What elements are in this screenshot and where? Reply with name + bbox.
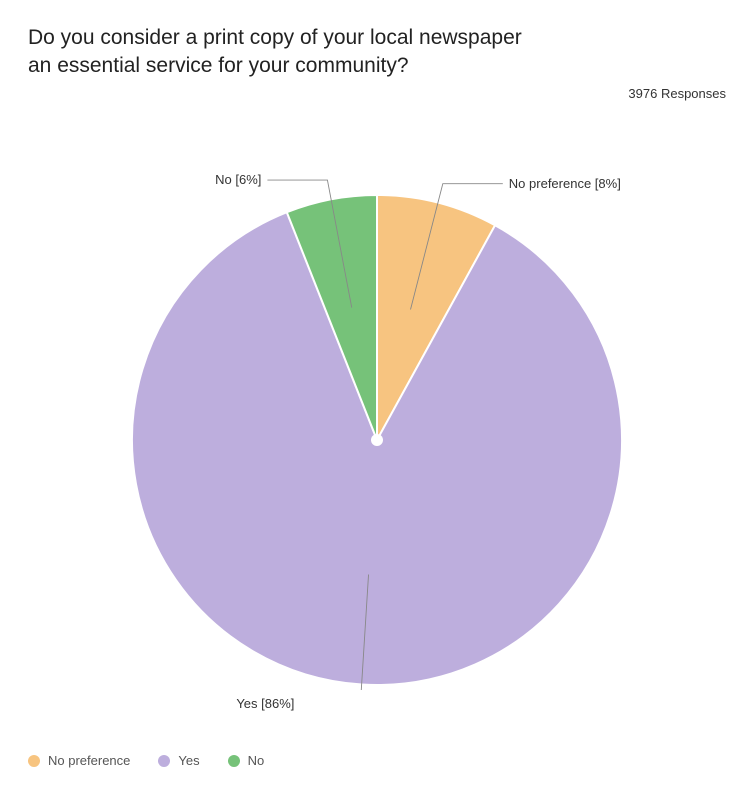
responses-count: 3976 Responses — [628, 86, 726, 101]
legend-label-yes: Yes — [178, 753, 199, 768]
legend-label-no: No — [248, 753, 265, 768]
legend-label-no-preference: No preference — [48, 753, 130, 768]
chart-container: Do you consider a print copy of your loc… — [0, 0, 754, 804]
pie-svg — [0, 130, 754, 690]
swatch-yes — [158, 755, 170, 767]
swatch-no — [228, 755, 240, 767]
pie-center-gap — [371, 434, 383, 446]
legend-item-no: No — [228, 753, 265, 768]
title-line-2: an essential service for your community? — [28, 54, 409, 77]
chart-title: Do you consider a print copy of your loc… — [28, 24, 588, 81]
slice-label-no: No [6%] — [215, 172, 261, 187]
legend: No preference Yes No — [28, 753, 264, 768]
swatch-no-preference — [28, 755, 40, 767]
legend-item-no-preference: No preference — [28, 753, 130, 768]
pie-chart: No preference [8%] Yes [86%] No [6%] — [0, 130, 754, 690]
title-line-1: Do you consider a print copy of your loc… — [28, 26, 522, 49]
slice-label-yes: Yes [86%] — [236, 696, 294, 711]
slice-label-no-preference: No preference [8%] — [509, 176, 621, 191]
legend-item-yes: Yes — [158, 753, 199, 768]
